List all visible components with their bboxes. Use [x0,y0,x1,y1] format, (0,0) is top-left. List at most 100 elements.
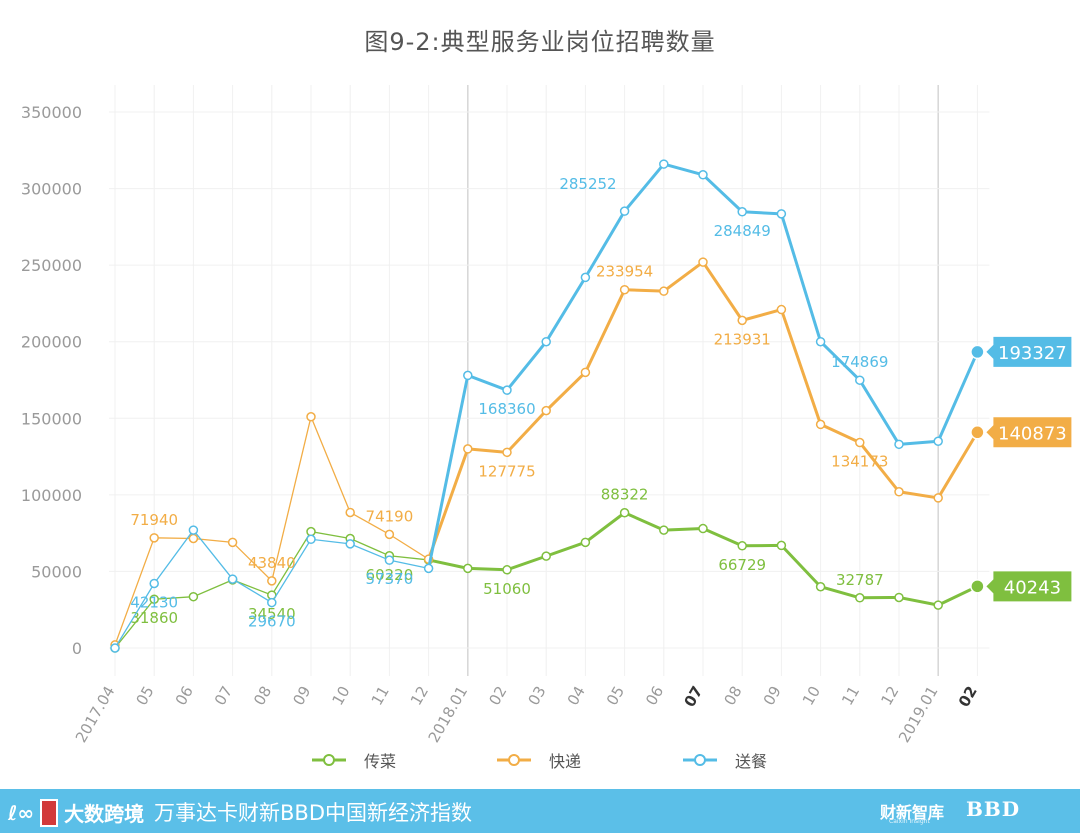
caixin-insight-sub: Caixin Insight [889,818,930,825]
end-value-label: 40243 [1004,577,1061,598]
data-label: 31860 [130,609,178,627]
legend-item-kuaidi[interactable]: 快递 [497,748,581,772]
y-tick-label: 200000 [21,333,82,352]
series-point [737,315,747,326]
x-tick-label: 12 [877,683,902,709]
x-tick-label: 09 [289,683,314,709]
series-point [737,207,747,217]
data-label: 233954 [596,263,653,281]
legend-label: 传菜 [364,752,397,771]
x-tick-label: 10 [799,683,824,709]
series-point [580,272,591,283]
series-point [541,551,551,561]
x-tick-label: 04 [564,683,589,709]
data-label: 32787 [836,571,884,589]
series-point [463,563,473,574]
x-tick-label: 06 [642,683,667,709]
series-point [149,578,159,589]
data-label: 42130 [130,593,178,611]
x-tick-label: 10 [329,683,354,709]
series-point [188,591,199,602]
series-line-2017 [114,375,469,649]
series-point [227,574,238,584]
series-point [894,592,904,603]
series-point [502,385,512,395]
series-point [463,370,473,381]
end-value-label: 140873 [998,423,1067,444]
series-point [149,594,159,604]
end-value-callout [986,417,1072,448]
caixin-insight-logo: 财新智库 [880,803,945,822]
series-point [267,576,277,586]
series-point [776,304,787,315]
data-label: 285252 [559,175,616,193]
legend-dot [694,754,706,766]
y-tick-label: 100000 [21,486,82,505]
bbd-logo: BBD [966,797,1021,821]
data-label: 60220 [366,566,414,584]
series-point [502,447,512,458]
series-point [659,159,669,169]
series-point [580,367,591,378]
series-point [306,526,316,537]
series-point [737,541,747,551]
series-line-2017 [114,530,468,649]
series-point [659,286,669,296]
x-tick-label: 05 [603,683,628,709]
series-point [933,493,943,503]
series-point [855,375,865,385]
x-tick-label: 08 [250,683,275,709]
series-point [306,412,316,422]
series-point [855,593,865,603]
data-label: 134173 [831,453,888,471]
series-point [502,565,512,575]
line-chart: 0 50000 100000 150000 200000 250000 300000 3500… [21,85,1072,746]
data-label: 168360 [478,400,535,418]
series-point [619,507,630,518]
series-point [776,540,787,551]
x-tick-label: 05 [133,683,158,709]
series-end-point [970,579,985,594]
series-point [815,581,826,592]
x-tick-label: 11 [368,683,393,709]
x-tick-label: 2017.04 [72,683,119,746]
series-point [463,444,473,454]
series-point [384,555,395,565]
data-label: 88322 [601,486,649,504]
legend-label: 快递 [549,752,582,771]
x-tick-label: 08 [721,683,746,709]
series-point [815,336,826,347]
legend-marker-icon [683,754,717,766]
end-value-label: 193327 [998,343,1067,364]
series-line-2017 [114,414,469,646]
legend-item-chuancai[interactable]: 传菜 [312,748,396,772]
series-point [894,487,904,497]
brand-left-text: 大数跨境 [64,802,145,826]
data-label: 57370 [366,570,414,588]
y-tick-label: 50000 [31,562,82,581]
x-tick-label: 07 [211,683,236,709]
legend-dot [323,754,335,766]
x-tick-label: 06 [172,683,197,709]
legend-item-songcan[interactable]: 送餐 [683,748,767,772]
series-point [619,284,630,295]
series-end-point [970,425,985,440]
y-tick-label: 300000 [21,180,82,199]
y-tick-label: 150000 [21,409,82,428]
series-point [933,436,943,447]
series-point [698,170,708,180]
data-label: 74190 [366,507,414,525]
chart-title: 图9-2:典型服务业岗位招聘数量 [364,28,716,56]
series-point [384,529,395,540]
legend-marker-icon [497,754,531,766]
footer-banner: ℓ∞ 大数跨境 万事达卡财新BBD中国新经济指数 财新智库 Caixin Ins… [0,789,1080,833]
x-tick-label: 02 [485,683,510,709]
brand-left: ℓ∞ 大数跨境 [8,798,144,827]
data-label: 51060 [483,580,531,598]
series-point [345,539,355,549]
series-point [306,534,316,545]
series-point [894,439,904,450]
data-label: 284849 [714,222,771,240]
y-tick-label: 350000 [21,103,82,122]
x-tick-label: 09 [760,683,785,709]
